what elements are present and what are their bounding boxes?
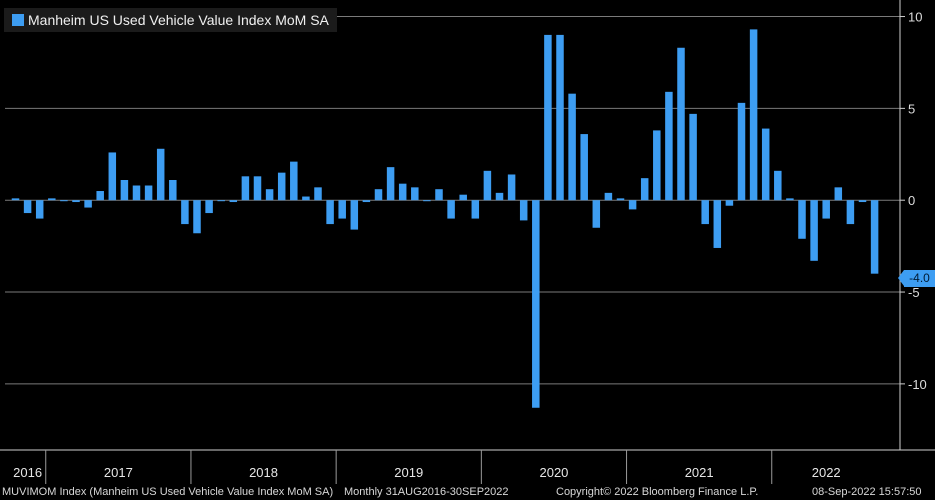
bar xyxy=(156,148,165,201)
footer-security: MUVIMOM Index (Manheim US Used Vehicle V… xyxy=(2,486,334,498)
bar xyxy=(725,200,734,206)
y-tick-label: 0 xyxy=(908,193,915,208)
footer-copyright: Copyright© 2022 Bloomberg Finance L.P. xyxy=(556,486,759,498)
bar xyxy=(302,196,310,201)
bar xyxy=(532,200,540,408)
y-tick-label: 10 xyxy=(908,10,922,25)
bar xyxy=(846,200,855,225)
bar xyxy=(774,170,782,201)
bar xyxy=(544,34,552,201)
bar xyxy=(362,200,371,203)
bar xyxy=(507,174,516,201)
bar xyxy=(277,172,286,201)
bar xyxy=(798,200,806,239)
bar xyxy=(616,198,625,201)
bar xyxy=(713,200,722,248)
bar xyxy=(35,200,44,219)
bar xyxy=(374,189,383,201)
bar xyxy=(435,189,443,201)
bar xyxy=(338,200,346,219)
bar xyxy=(193,200,201,234)
bar xyxy=(834,187,843,201)
x-tick-label: 2022 xyxy=(812,465,841,480)
x-tick-label: 2016 xyxy=(13,465,42,480)
x-tick-label: 2017 xyxy=(104,465,133,480)
legend-label: Manheim US Used Vehicle Value Index MoM … xyxy=(28,12,329,28)
chart-footer: MUVIMOM Index (Manheim US Used Vehicle V… xyxy=(0,484,935,500)
bar xyxy=(350,200,359,230)
bar xyxy=(205,200,213,214)
bar xyxy=(495,192,504,201)
bar xyxy=(217,200,225,202)
x-tick-label: 2018 xyxy=(249,465,278,480)
bar xyxy=(677,47,685,201)
bar xyxy=(870,200,879,274)
y-tick-label: -5 xyxy=(908,285,920,300)
bar xyxy=(11,198,20,201)
bar xyxy=(640,178,649,201)
x-tick-label: 2021 xyxy=(685,465,714,480)
bar xyxy=(60,200,68,202)
bar xyxy=(483,170,492,201)
bar xyxy=(701,200,709,225)
bar xyxy=(471,200,480,219)
bar xyxy=(169,180,177,201)
bar xyxy=(786,198,794,201)
bar xyxy=(411,187,419,201)
x-tick-label: 2020 xyxy=(539,465,568,480)
bar xyxy=(556,34,564,201)
bar xyxy=(253,176,262,201)
bar xyxy=(181,200,189,225)
bar xyxy=(653,130,661,201)
bar xyxy=(580,134,588,201)
bar xyxy=(459,194,467,201)
bar xyxy=(737,102,746,201)
bar xyxy=(229,200,238,203)
chart-legend: Manheim US Used Vehicle Value Index MoM … xyxy=(4,8,337,32)
bar xyxy=(810,200,818,261)
bar xyxy=(749,29,758,201)
bar xyxy=(447,200,455,219)
bar xyxy=(265,189,274,201)
bar xyxy=(665,91,673,201)
bar xyxy=(761,128,770,201)
bar xyxy=(132,185,141,201)
footer-period: Monthly 31AUG2016-30SEP2022 xyxy=(344,486,509,498)
y-tick-label: -10 xyxy=(908,377,927,392)
bar xyxy=(519,200,528,221)
bar xyxy=(423,200,431,202)
bar xyxy=(23,200,32,214)
y-tick-label: 5 xyxy=(908,101,915,116)
bar xyxy=(568,93,576,201)
bar xyxy=(72,200,80,203)
bar xyxy=(604,192,613,201)
legend-swatch xyxy=(12,14,24,26)
bar xyxy=(386,167,395,201)
bar xyxy=(120,180,129,201)
bar xyxy=(241,176,250,201)
footer-timestamp: 08-Sep-2022 15:57:50 xyxy=(812,486,922,498)
bar xyxy=(96,191,104,201)
bar xyxy=(144,185,153,201)
bar xyxy=(84,200,92,208)
bar xyxy=(48,198,56,201)
bar xyxy=(108,152,117,201)
last-value-tag: -4.0 xyxy=(898,270,935,287)
bar xyxy=(822,200,830,219)
chart-area: 10 5 0 -5 -10 2016 2017 2018 2019 2020 2021 2022 xyxy=(0,0,935,484)
bar xyxy=(689,113,697,201)
bar xyxy=(592,200,601,228)
x-tick-label: 2019 xyxy=(394,465,423,480)
bar xyxy=(628,200,637,210)
bar xyxy=(398,183,407,201)
bar xyxy=(858,200,867,203)
bar xyxy=(314,187,322,201)
bar xyxy=(326,200,334,225)
bar xyxy=(290,161,298,201)
